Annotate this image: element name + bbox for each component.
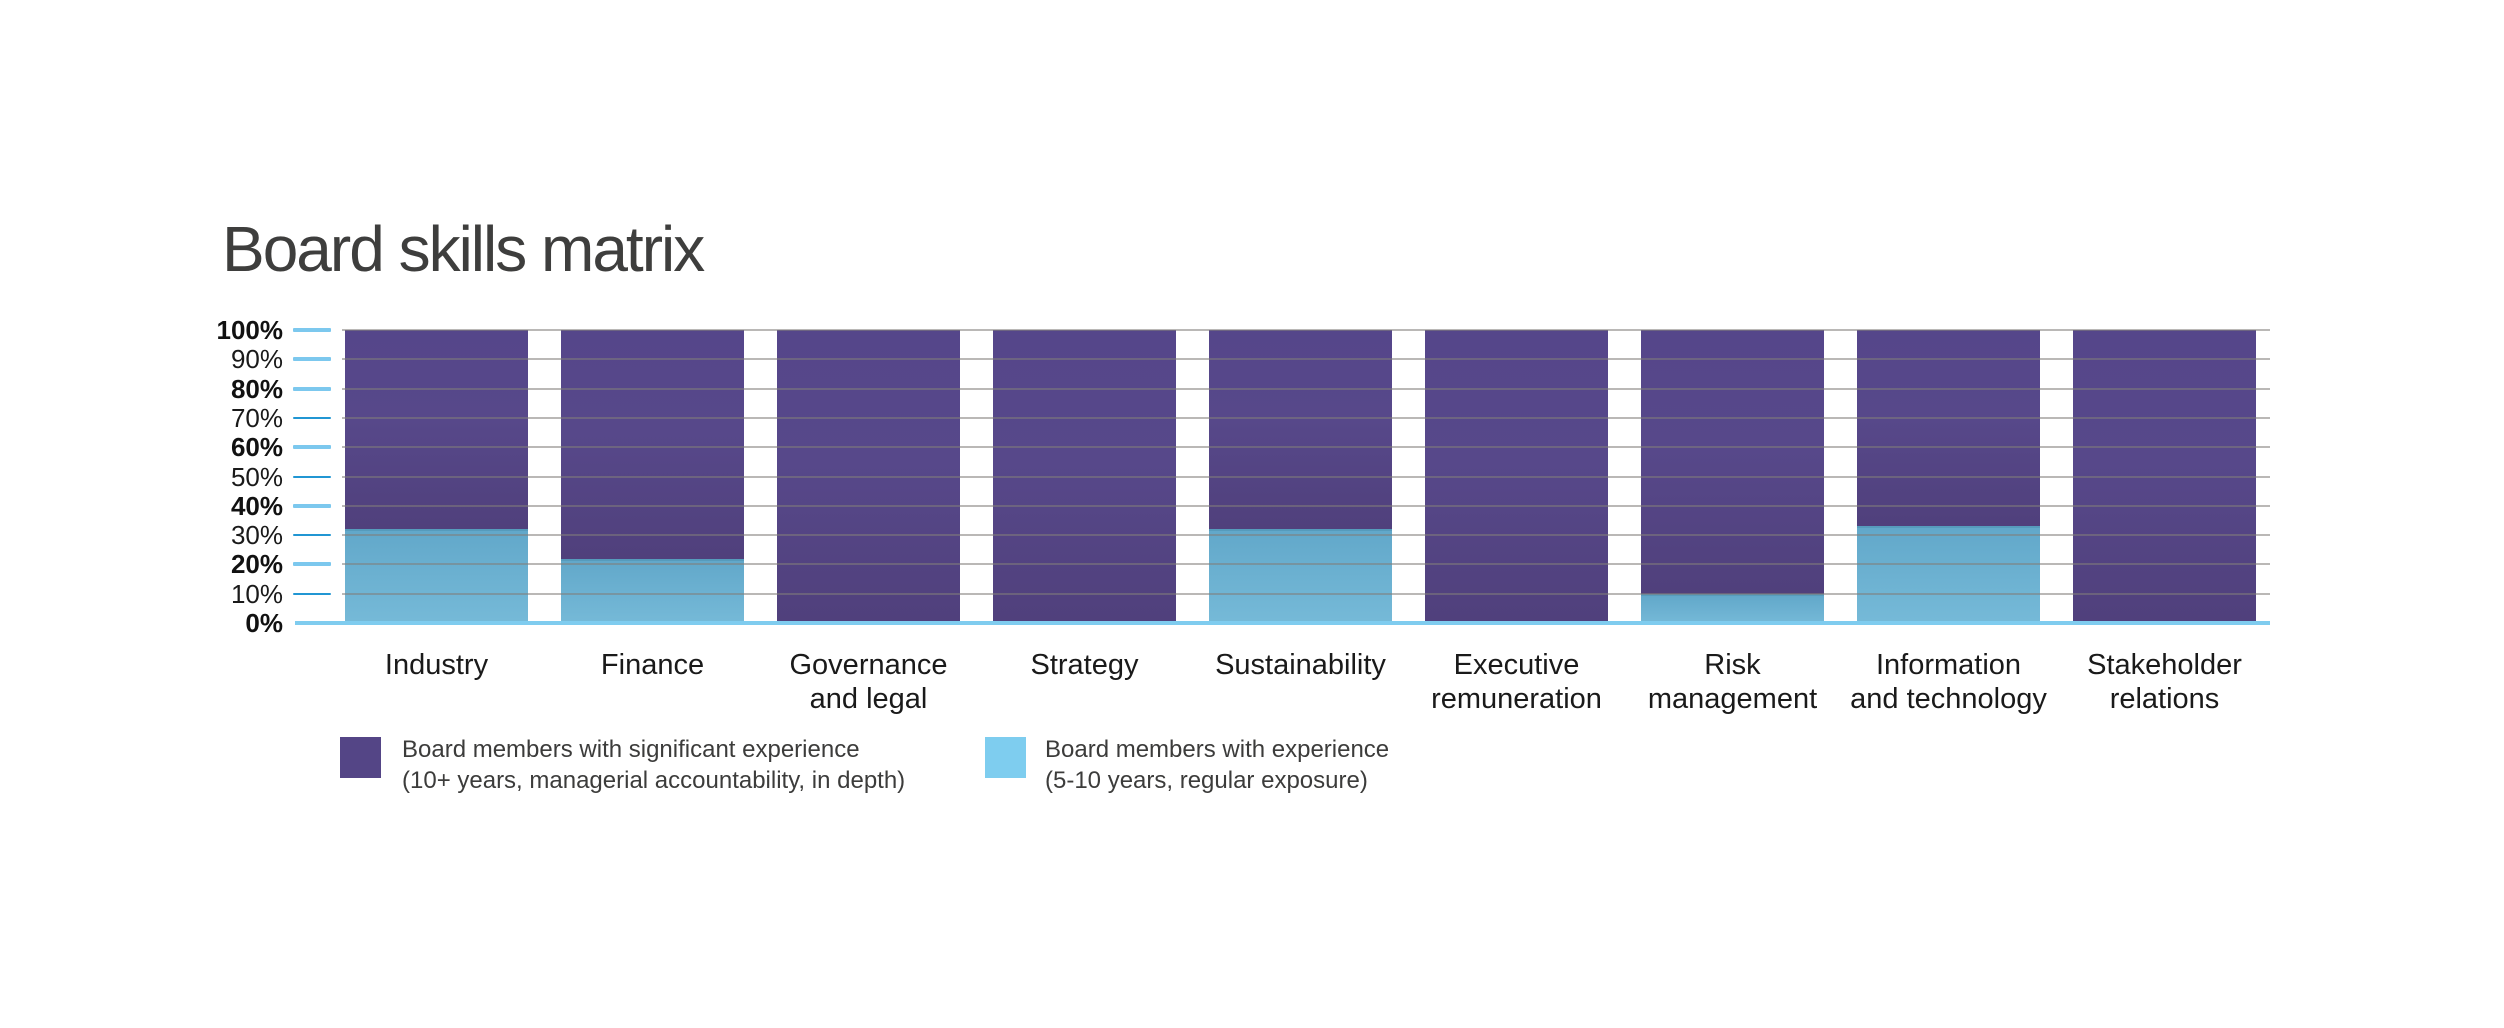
- y-axis-tick: [293, 534, 331, 537]
- segment-experience: [1857, 526, 2040, 625]
- x-axis-label-line: and legal: [809, 683, 928, 715]
- x-axis-label-line: Risk: [1704, 649, 1761, 681]
- segment-significant-experience: [1857, 330, 2040, 527]
- legend-label-line1: Board members with experience: [1045, 736, 1390, 763]
- legend-swatch-experience: [985, 737, 1026, 778]
- segment-significant-experience: [561, 330, 744, 559]
- y-axis-tick: [293, 562, 331, 567]
- x-axis-label-line: Governance: [789, 649, 948, 681]
- y-axis-label: 100%: [216, 315, 284, 345]
- x-axis-label-line: Industry: [384, 649, 489, 681]
- y-axis-label: 20%: [230, 549, 283, 580]
- y-axis-label: 80%: [230, 373, 283, 404]
- x-axis-label-line: relations: [2109, 683, 2220, 715]
- legend-label-line2: (10+ years, managerial accountability, i…: [402, 767, 906, 794]
- y-axis-tick: [293, 445, 331, 450]
- x-axis-label: Stakeholder relations: [2047, 648, 2283, 716]
- x-axis-label: Strategy: [967, 648, 1203, 682]
- legend-swatch-significant-experience: [340, 737, 381, 778]
- x-axis-label: Executive remuneration: [1399, 648, 1635, 716]
- gridline-40: [342, 504, 2270, 507]
- y-axis-label: 10%: [230, 578, 283, 609]
- x-axis-label: Industry: [319, 648, 555, 682]
- x-axis-baseline: [295, 621, 2270, 625]
- gridline-10: [342, 592, 2270, 595]
- x-axis-label: Sustainability: [1183, 648, 1419, 682]
- segment-significant-experience: [1209, 330, 1392, 530]
- x-axis-label-line: Finance: [600, 649, 705, 681]
- x-axis-label: Governance and legal: [751, 648, 987, 716]
- y-axis-label: 90%: [230, 344, 283, 375]
- y-axis-label: 0%: [245, 608, 283, 638]
- gridline-30: [342, 534, 2270, 537]
- x-axis-label-line: Executive: [1453, 649, 1580, 681]
- gridline-20: [342, 563, 2270, 566]
- x-axis-label-line: Information: [1875, 649, 2022, 681]
- segment-experience: [561, 558, 744, 625]
- x-axis-label-line: Sustainability: [1215, 649, 1386, 681]
- x-axis-label-line: and technology: [1850, 683, 2047, 715]
- legend-label-line2: (5-10 years, regular exposure): [1045, 767, 1368, 794]
- segment-experience: [1641, 593, 1824, 625]
- y-axis-tick: [293, 503, 331, 508]
- y-axis-label: 30%: [230, 520, 283, 551]
- x-axis-label: Risk management: [1615, 648, 1851, 716]
- gridline-60: [342, 446, 2270, 449]
- x-axis-label: Finance: [535, 648, 771, 682]
- bar-sustainability: [1209, 330, 1392, 625]
- y-axis-tick: [293, 386, 331, 391]
- x-axis-label-line: remuneration: [1431, 683, 1602, 715]
- gridline-100: [342, 329, 2270, 331]
- y-axis-label: 60%: [230, 432, 283, 463]
- y-axis-tick: [293, 416, 331, 419]
- x-axis-label-line: Strategy: [1030, 649, 1139, 681]
- y-axis-tick: [293, 357, 331, 362]
- gridline-50: [342, 475, 2270, 478]
- y-axis-tick: [293, 475, 331, 478]
- x-axis-label: Information and technology: [1831, 648, 2067, 716]
- y-axis-label: 50%: [230, 461, 283, 492]
- x-axis-label-line: management: [1647, 683, 1818, 715]
- bar-information-and-technology: [1857, 330, 2040, 625]
- y-axis-tick: [293, 592, 331, 595]
- gridline-90: [342, 358, 2270, 361]
- segment-significant-experience: [345, 330, 528, 530]
- x-axis-label-line: Stakeholder: [2087, 649, 2242, 681]
- bar-industry: [345, 330, 528, 625]
- bar-finance: [561, 330, 744, 625]
- y-axis-label: 70%: [230, 402, 283, 433]
- y-axis-tick: [293, 328, 331, 332]
- segment-experience: [1209, 529, 1392, 625]
- legend-label-significant-experience: Board members with significant experienc…: [402, 734, 905, 796]
- segment-experience: [345, 529, 528, 625]
- y-axis-label: 40%: [230, 490, 283, 521]
- segment-significant-experience: [1641, 330, 1824, 594]
- legend-label-line1: Board members with significant experienc…: [402, 736, 860, 763]
- chart-title: Board skills matrix: [222, 213, 705, 285]
- legend-label-experience: Board members with experience (5-10 year…: [1045, 734, 1389, 796]
- bar-risk-management: [1641, 330, 1824, 625]
- gridline-70: [342, 416, 2270, 419]
- gridline-80: [342, 387, 2270, 390]
